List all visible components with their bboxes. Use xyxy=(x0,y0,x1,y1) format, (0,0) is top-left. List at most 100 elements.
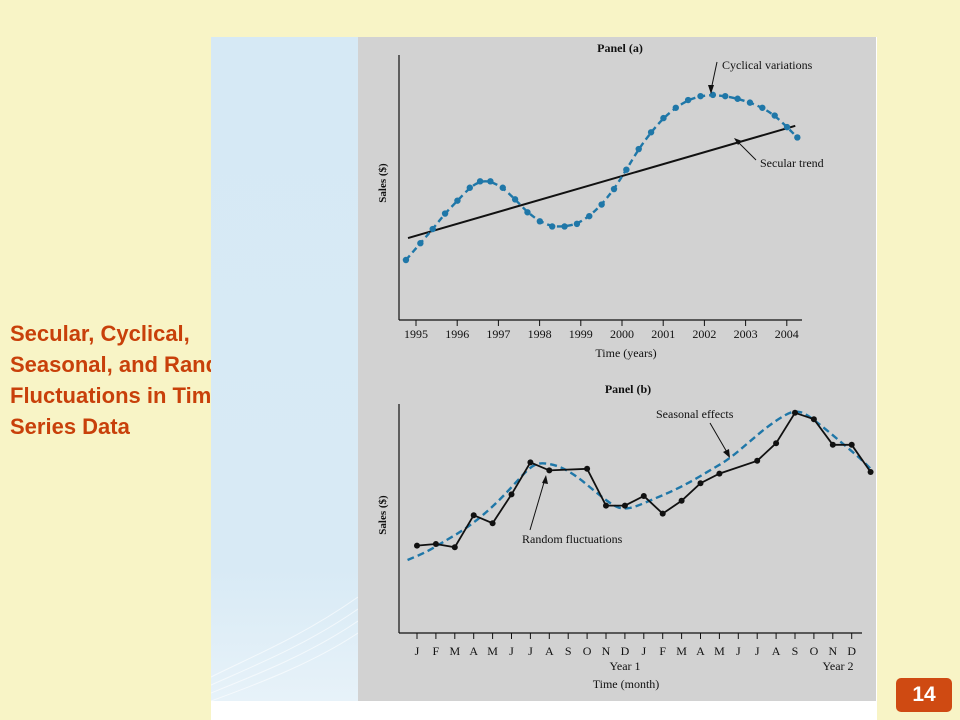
random-fluctuation-point xyxy=(584,465,591,472)
cyclical-point xyxy=(635,145,642,153)
random-fluctuations-line xyxy=(416,411,872,549)
random-fluctuation-point xyxy=(414,542,420,549)
cyclical-point xyxy=(417,240,424,247)
panel-a-x-tick-label: 1997 xyxy=(486,327,510,341)
cyclical-point xyxy=(709,91,717,99)
annotation-seasonal-arrowhead xyxy=(723,449,730,458)
cyclical-point xyxy=(759,104,766,111)
annotation-cyclical-variations: Cyclical variations xyxy=(722,58,813,72)
cyclical-variations-line xyxy=(405,94,799,261)
random-fluctuation-point xyxy=(697,480,704,487)
annotation-seasonal-arrow xyxy=(709,422,729,455)
random-fluctuation-point xyxy=(470,512,477,519)
cyclical-point xyxy=(647,129,655,136)
panel-a-x-tick-label: 2003 xyxy=(734,327,758,341)
random-fluctuation-point xyxy=(829,441,836,448)
annotation-secular-arrow xyxy=(736,140,757,161)
cyclical-point xyxy=(598,201,605,208)
panel-b-x-tick-label: A xyxy=(469,644,478,658)
random-fluctuation-point xyxy=(848,441,855,448)
panel-b-x-tick-label: J xyxy=(736,644,741,658)
cyclical-point xyxy=(536,218,544,225)
panel-a-x-tick-label: 1998 xyxy=(528,327,552,341)
cyclical-point xyxy=(561,223,568,230)
panel-b-x-tick-label: N xyxy=(602,644,611,658)
panel-a-x-tick-label: 1995 xyxy=(404,327,428,341)
panel-a-y-label: Sales ($) xyxy=(377,163,389,203)
panel-b-x-tick-label: J xyxy=(755,644,760,658)
panel-b-x-tick-label: S xyxy=(792,644,799,658)
panel-a-x-tick-label: 2004 xyxy=(775,327,799,341)
panel-b-x-tick-label: A xyxy=(772,644,781,658)
random-fluctuation-point xyxy=(716,470,723,477)
panel-a-x-tick-label: 2000 xyxy=(610,327,634,341)
panel-a-chart: Panel (a) Sales ($) Time (years) 1995 199… xyxy=(377,41,824,360)
random-fluctuation-point xyxy=(678,497,685,504)
cyclical-point xyxy=(794,134,801,141)
panel-b-x-tick-label: O xyxy=(583,644,592,658)
cyclical-point xyxy=(402,256,410,264)
cyclical-point xyxy=(586,212,593,220)
random-fluctuation-point xyxy=(773,440,780,447)
panel-b-chart: Panel (b) Sales ($) Time (month) Year 1 … xyxy=(377,382,874,691)
random-fluctuation-point xyxy=(489,520,496,527)
panel-a-x-tick-label: 2002 xyxy=(692,327,716,341)
random-fluctuation-point xyxy=(792,409,798,416)
seasonal-effects-line xyxy=(407,410,872,562)
cyclical-point xyxy=(722,92,729,100)
cyclical-point xyxy=(610,185,618,193)
panel-b-x-tick-label: M xyxy=(449,644,460,658)
cyclical-point xyxy=(487,178,494,185)
random-fluctuation-point xyxy=(451,544,458,551)
panel-b-x-tick-label: M xyxy=(487,644,498,658)
random-fluctuation-point xyxy=(621,502,628,509)
panel-b-x-tick-label: N xyxy=(828,644,837,658)
slide-title-line-1: Secular, Cyclical, xyxy=(10,321,190,346)
annotation-seasonal-effects: Seasonal effects xyxy=(656,407,734,421)
cyclical-point xyxy=(466,184,473,191)
panel-b-x-tick-label: S xyxy=(565,644,572,658)
panel-b-x-tick-label: J xyxy=(415,644,420,658)
cyclical-point xyxy=(441,210,449,217)
figure-gray-panel xyxy=(358,37,876,701)
panel-b-title: Panel (b) xyxy=(605,382,651,396)
annotation-random-arrowhead xyxy=(542,475,548,484)
panel-b-x-label: Time (month) xyxy=(593,677,660,691)
decorative-blue-strip xyxy=(211,37,358,701)
cyclical-point xyxy=(746,99,754,106)
panel-b-x-tick-label: O xyxy=(810,644,819,658)
page-number-badge: 14 xyxy=(896,678,952,712)
panel-b-year2-label: Year 2 xyxy=(822,659,853,673)
panel-a-title: Panel (a) xyxy=(597,41,643,55)
cyclical-point xyxy=(499,184,506,191)
decorative-wave-graphic xyxy=(211,596,358,701)
random-fluctuation-point xyxy=(527,459,534,466)
cyclical-point xyxy=(672,104,679,111)
panel-b-x-tick-label: M xyxy=(676,644,687,658)
cyclical-point xyxy=(573,220,581,228)
annotation-secular-trend: Secular trend xyxy=(760,156,824,170)
cyclical-point xyxy=(511,196,519,203)
cyclical-point xyxy=(684,96,692,104)
cyclical-point xyxy=(660,114,667,122)
panel-b-y-label: Sales ($) xyxy=(377,495,389,535)
cyclical-point xyxy=(734,95,741,102)
slide-title-line-3: Fluctuations in Time xyxy=(10,383,224,408)
panel-b-x-tick-label: A xyxy=(696,644,705,658)
secular-trend-line xyxy=(407,124,796,240)
panel-b-x-tick-label: M xyxy=(714,644,725,658)
random-fluctuation-point xyxy=(810,416,817,423)
panel-b-x-tick-label: F xyxy=(659,644,666,658)
panel-b-x-tick-label: F xyxy=(433,644,440,658)
panel-a-x-tick-label: 2001 xyxy=(651,327,675,341)
cyclical-point xyxy=(549,223,556,230)
annotation-secular-arrowhead xyxy=(734,138,742,145)
cyclical-point xyxy=(429,225,436,233)
random-fluctuation-point xyxy=(603,502,609,509)
panel-a-x-tick-label: 1996 xyxy=(445,327,469,341)
random-fluctuation-point xyxy=(640,493,647,499)
annotation-random-fluctuations: Random fluctuations xyxy=(522,532,623,546)
random-fluctuation-point xyxy=(432,541,439,547)
random-fluctuation-point xyxy=(659,510,666,517)
panel-b-x-tick-label: J xyxy=(528,644,533,658)
